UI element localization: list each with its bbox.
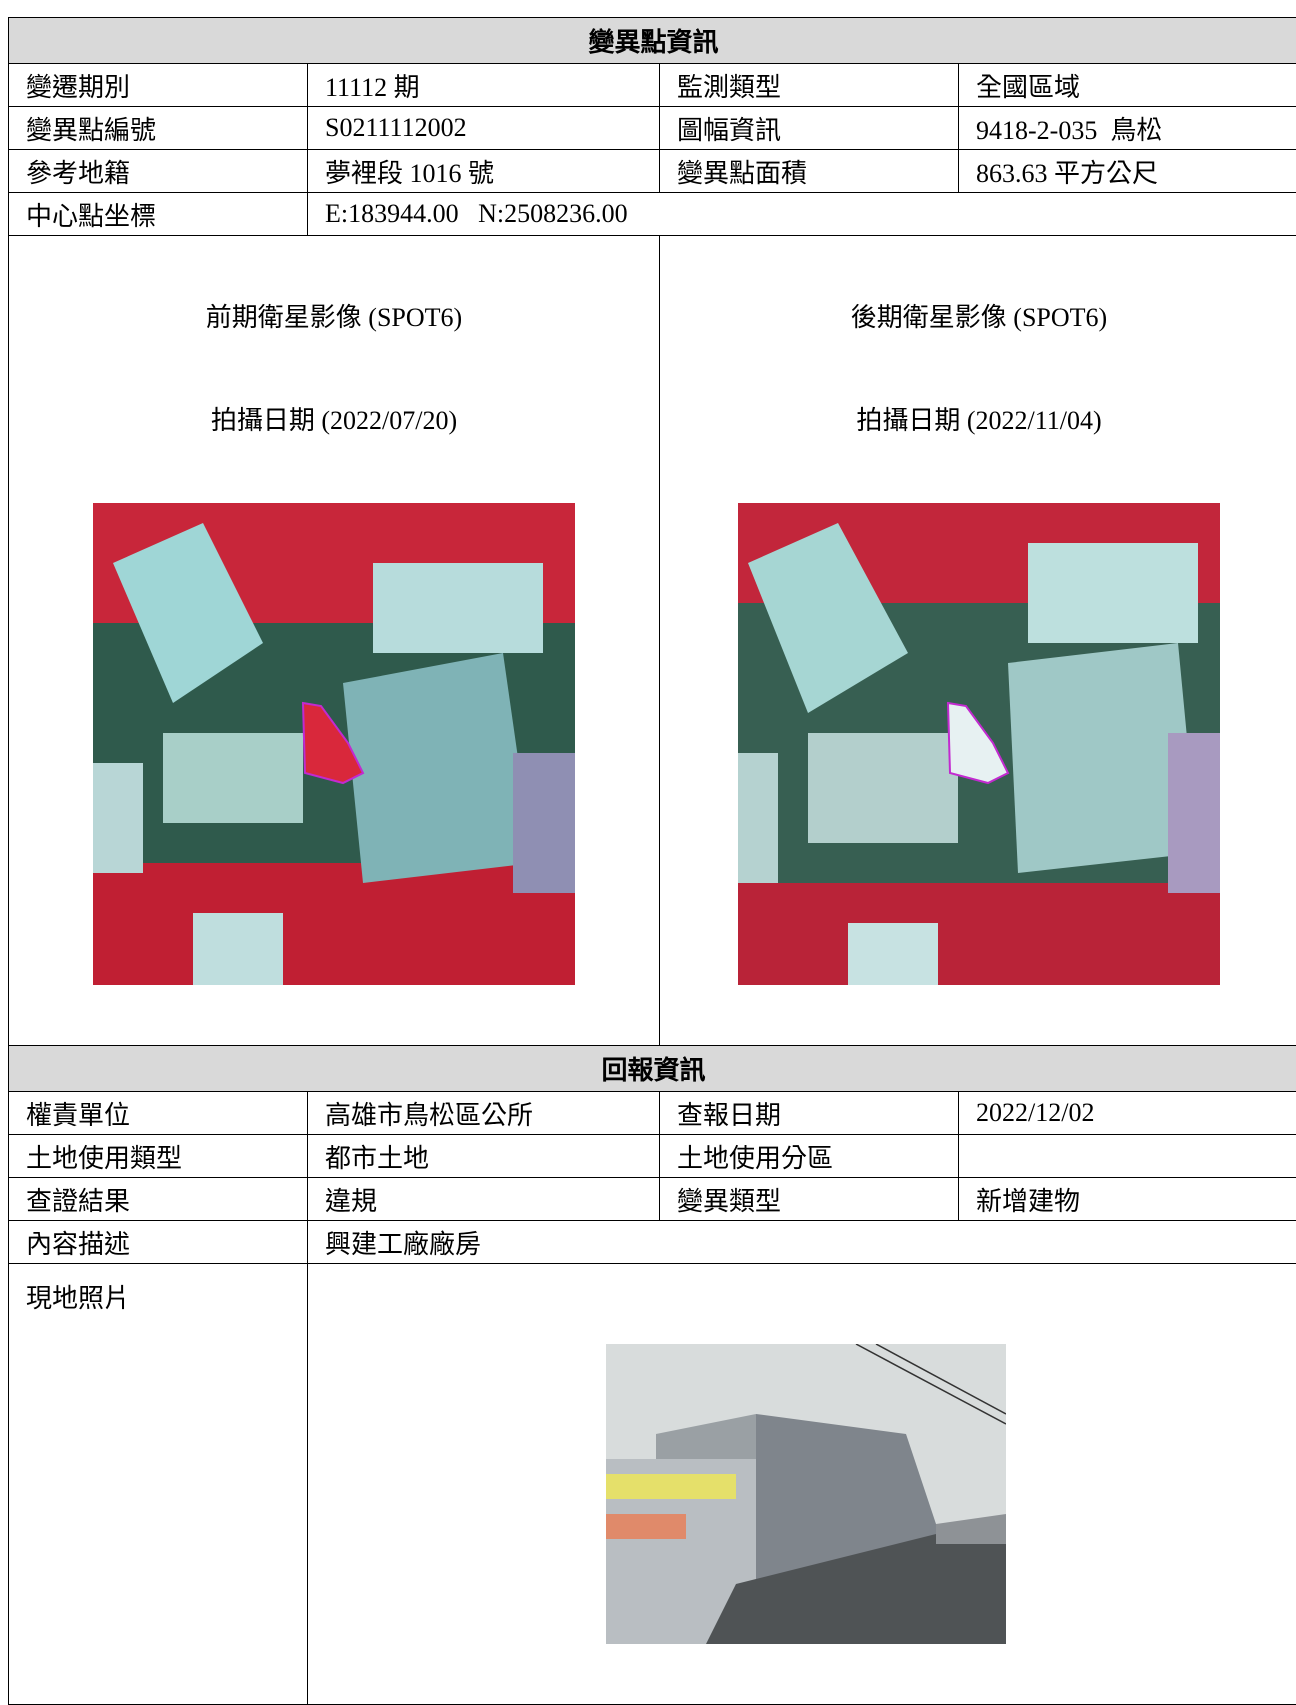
page: 變異點資訊 變遷期別 11112 期 監測類型 全國區域 變異點編號 S0211… <box>0 0 1296 1410</box>
satellite-image <box>93 503 575 985</box>
value: 都市土地 <box>308 1135 660 1178</box>
satellite-image <box>738 503 1220 985</box>
label: 土地使用類型 <box>9 1135 308 1178</box>
value: 863.63 平方公尺 <box>959 150 1296 193</box>
site-photo <box>606 1344 1006 1644</box>
label: 變異點面積 <box>660 150 959 193</box>
value: 9418-2-035 鳥松 <box>959 107 1296 150</box>
section-title: 變異點資訊 <box>9 18 1296 64</box>
section-title: 回報資訊 <box>9 1046 1296 1092</box>
label: 權責單位 <box>9 1092 308 1135</box>
image-caption: 後期衛星影像 (SPOT6) <box>660 296 1296 339</box>
label: 圖幅資訊 <box>660 107 959 150</box>
value: 興建工廠廠房 <box>308 1221 1296 1264</box>
label: 參考地籍 <box>9 150 308 193</box>
value: 新增建物 <box>959 1178 1296 1221</box>
value: 全國區域 <box>959 64 1296 107</box>
label: 內容描述 <box>9 1221 308 1264</box>
label: 變異類型 <box>660 1178 959 1221</box>
value <box>959 1135 1296 1178</box>
label: 現地照片 <box>9 1264 308 1705</box>
report-table: 變異點資訊 變遷期別 11112 期 監測類型 全國區域 變異點編號 S0211… <box>8 17 1296 1705</box>
value: 高雄市鳥松區公所 <box>308 1092 660 1135</box>
value: 夢裡段 1016 號 <box>308 150 660 193</box>
value: 違規 <box>308 1178 660 1221</box>
photo-cell <box>308 1264 1296 1705</box>
value: E:183944.00 N:2508236.00 <box>308 193 1296 236</box>
image-date: 拍攝日期 (2022/11/04) <box>660 399 1296 442</box>
label: 監測類型 <box>660 64 959 107</box>
label: 變異點編號 <box>9 107 308 150</box>
image-date: 拍攝日期 (2022/07/20) <box>9 399 659 442</box>
image-cell: 後期衛星影像 (SPOT6) 拍攝日期 (2022/11/04) <box>660 236 1296 1046</box>
value: S0211112002 <box>308 107 660 150</box>
label: 中心點坐標 <box>9 193 308 236</box>
label: 變遷期別 <box>9 64 308 107</box>
value: 2022/12/02 <box>959 1092 1296 1135</box>
value: 11112 期 <box>308 64 660 107</box>
label: 查證結果 <box>9 1178 308 1221</box>
label: 查報日期 <box>660 1092 959 1135</box>
label: 土地使用分區 <box>660 1135 959 1178</box>
image-cell: 前期衛星影像 (SPOT6) 拍攝日期 (2022/07/20) <box>9 236 660 1046</box>
image-caption: 前期衛星影像 (SPOT6) <box>9 296 659 339</box>
